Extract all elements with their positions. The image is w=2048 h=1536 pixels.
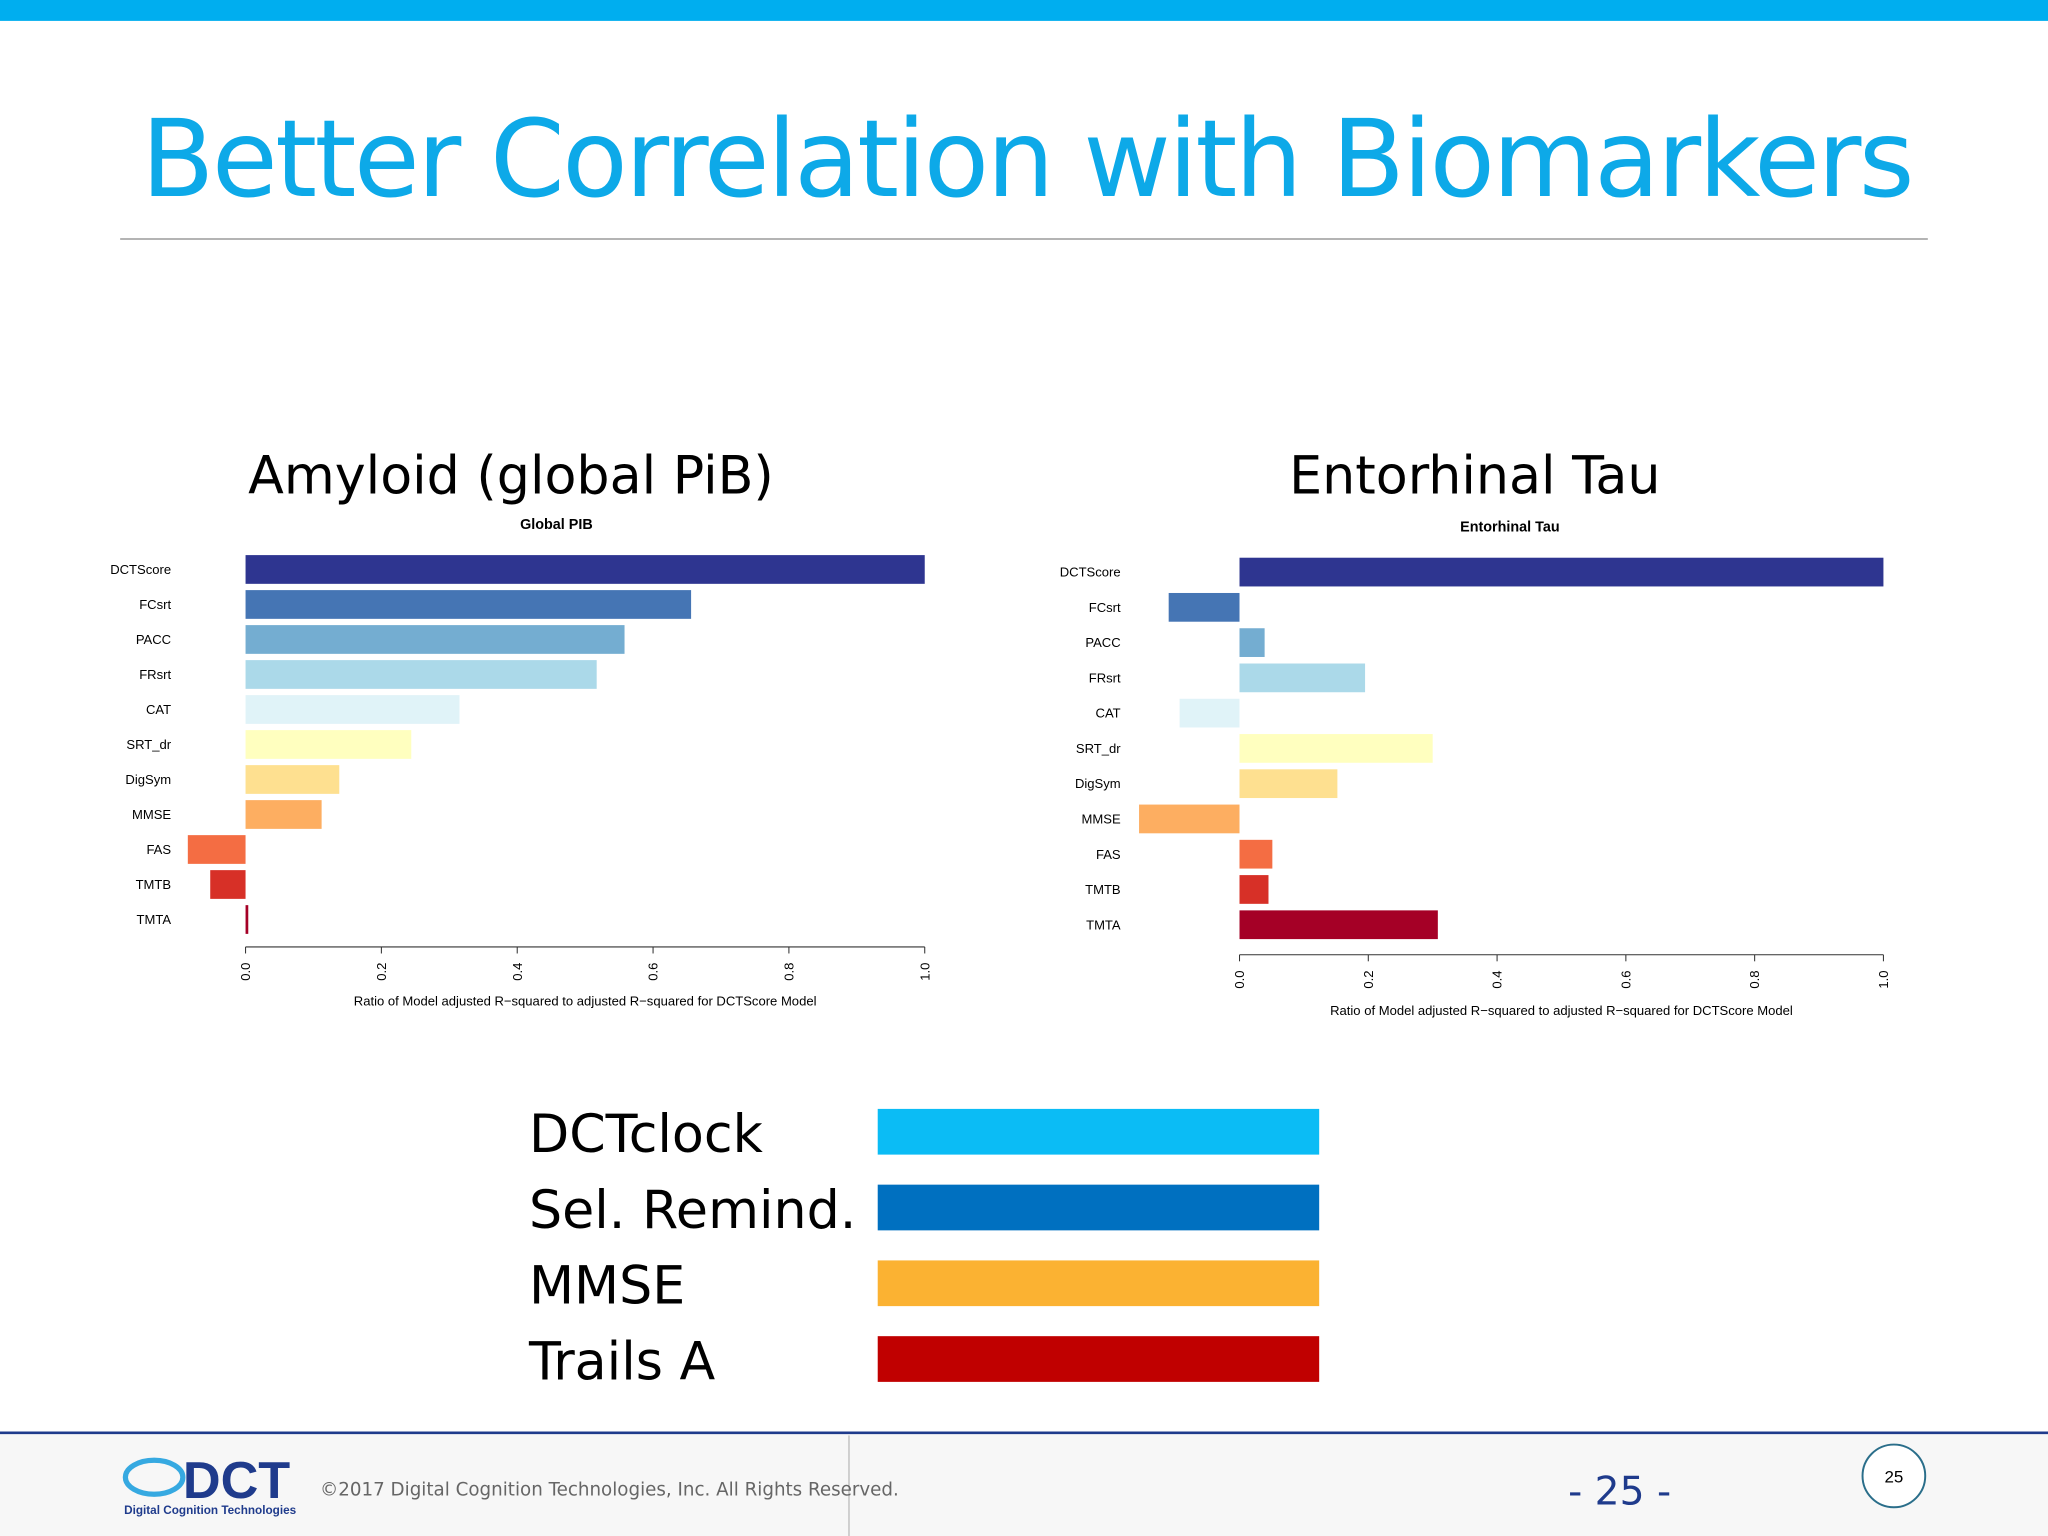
chart-heading: Entorhinal Tau <box>1289 447 1660 507</box>
y-tick-label: FAS <box>146 842 171 857</box>
x-axis-label: Ratio of Model adjusted R−squared to adj… <box>1330 1003 1793 1018</box>
bar <box>1239 663 1366 693</box>
logo-text: DCT <box>183 1452 290 1510</box>
y-tick-label: TMTB <box>1085 882 1121 897</box>
bar <box>245 625 625 654</box>
x-tick-label: 0.4 <box>1490 970 1505 988</box>
y-tick-label: FCsrt <box>139 597 171 612</box>
top-bar <box>0 0 2048 21</box>
bar <box>1239 839 1273 869</box>
y-tick-label: PACC <box>1085 635 1120 650</box>
x-tick-label: 0.2 <box>374 963 389 981</box>
y-tick-label: DigSym <box>1075 776 1121 791</box>
bar <box>245 695 460 724</box>
bar <box>245 905 249 934</box>
x-tick-label: 0.0 <box>1232 970 1247 988</box>
x-tick-label: 0.6 <box>1618 970 1633 988</box>
bar <box>245 765 340 794</box>
bar <box>1239 557 1884 587</box>
bar <box>1179 698 1240 728</box>
y-tick-label: PACC <box>136 632 171 647</box>
chart-title: Global PIB <box>520 517 593 533</box>
legend-label: Sel. Remind. <box>529 1181 856 1241</box>
legend-swatch <box>877 1260 1320 1307</box>
page-badge-text: 25 <box>1884 1467 1903 1486</box>
y-tick-label: FCsrt <box>1089 600 1121 615</box>
bar <box>1239 769 1338 799</box>
y-tick-label: SRT_dr <box>126 737 171 752</box>
y-tick-label: MMSE <box>132 807 171 822</box>
legend-label: DCTclock <box>529 1105 764 1165</box>
logo-mark <box>122 1457 186 1497</box>
bar <box>187 835 246 864</box>
logo-company: Digital Cognition Technologies <box>124 1504 297 1517</box>
legend-label: MMSE <box>529 1257 685 1317</box>
y-tick-label: TMTB <box>136 877 172 892</box>
bar <box>1239 628 1265 657</box>
y-tick-label: DCTScore <box>1060 565 1121 580</box>
x-tick-label: 1.0 <box>917 963 932 981</box>
y-tick-label: FAS <box>1096 847 1121 862</box>
x-axis-label: Ratio of Model adjusted R−squared to adj… <box>354 994 817 1009</box>
page-number: - 25 - <box>1568 1470 1671 1515</box>
legend-swatch <box>877 1184 1320 1231</box>
y-tick-label: MMSE <box>1082 812 1121 827</box>
y-tick-label: TMTA <box>137 912 172 927</box>
chart-heading: Amyloid (global PiB) <box>248 447 774 507</box>
bar <box>210 870 246 899</box>
chart-title: Entorhinal Tau <box>1460 520 1559 536</box>
legend-swatch <box>877 1108 1320 1155</box>
footer-bg <box>0 1432 2048 1536</box>
y-tick-label: FRsrt <box>1089 670 1121 685</box>
x-tick-label: 0.2 <box>1361 970 1376 988</box>
x-tick-label: 0.6 <box>646 963 661 981</box>
page-badge <box>1861 1443 1927 1509</box>
legend-swatch <box>877 1336 1320 1382</box>
y-tick-label: TMTA <box>1086 917 1121 932</box>
bar <box>1239 734 1433 763</box>
y-tick-label: FRsrt <box>139 667 171 682</box>
bar <box>245 800 322 829</box>
bar <box>245 590 692 619</box>
y-tick-label: CAT <box>146 702 171 717</box>
bar <box>1139 804 1240 834</box>
bar <box>1168 592 1240 622</box>
copyright: ©2017 Digital Cognition Technologies, In… <box>320 1480 899 1501</box>
legend-label: Trails A <box>528 1332 716 1392</box>
x-tick-label: 0.0 <box>238 963 253 981</box>
slide-title: Better Correlation with Biomarkers <box>141 98 1912 222</box>
bar <box>245 555 925 584</box>
y-tick-label: CAT <box>1096 706 1121 721</box>
x-tick-label: 0.8 <box>1747 970 1762 988</box>
x-tick-label: 1.0 <box>1876 970 1891 988</box>
y-tick-label: DigSym <box>125 772 171 787</box>
y-tick-label: DCTScore <box>110 562 171 577</box>
bar <box>1239 875 1269 904</box>
y-tick-label: SRT_dr <box>1076 741 1121 756</box>
bar <box>245 660 597 689</box>
bar <box>245 730 412 759</box>
x-tick-label: 0.8 <box>781 963 796 981</box>
bar <box>1239 910 1438 940</box>
x-tick-label: 0.4 <box>510 963 525 981</box>
